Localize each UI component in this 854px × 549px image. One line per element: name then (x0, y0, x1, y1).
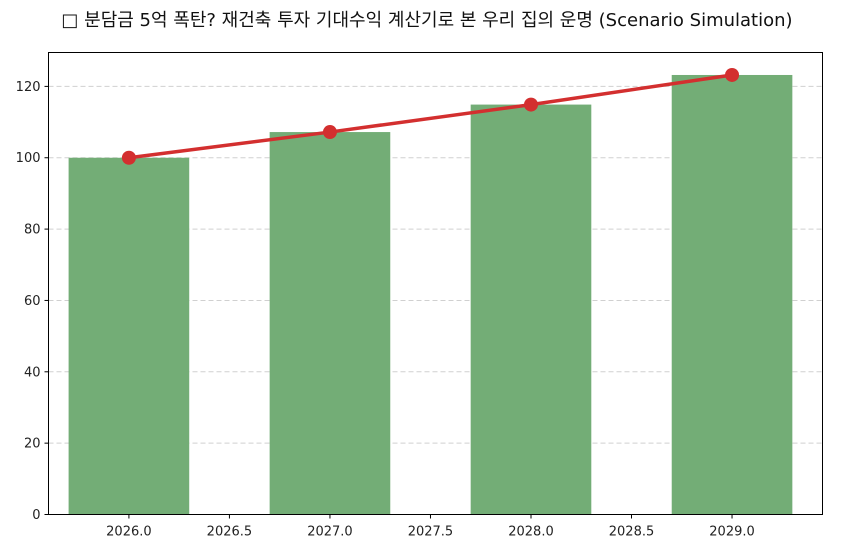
x-tick-label: 2026.5 (207, 525, 253, 540)
line-series (121, 67, 740, 165)
chart-title: □ 분담금 5억 폭탄? 재건축 투자 기대수익 계산기로 본 우리 집의 운명… (61, 10, 793, 31)
y-tick-label: 100 (16, 151, 41, 166)
y-tick-label: 0 (32, 508, 40, 523)
bar (671, 74, 793, 515)
x-tick-label: 2028.0 (508, 525, 554, 540)
line-marker (725, 67, 740, 82)
x-tick-label: 2029.0 (709, 525, 755, 540)
y-tick-label: 120 (16, 80, 41, 95)
line-marker (523, 97, 538, 112)
x-tick-label: 2026.0 (106, 525, 152, 540)
bar-series (68, 74, 793, 515)
y-tick-label: 20 (24, 437, 41, 452)
y-tick-label: 40 (24, 365, 41, 380)
bar (470, 104, 592, 515)
line-marker (322, 125, 337, 140)
x-tick-label: 2028.5 (609, 525, 655, 540)
bar (68, 157, 190, 515)
y-axis: 0 20 40 60 80 100 120 (16, 80, 49, 523)
bar (269, 132, 391, 515)
y-tick-label: 80 (24, 223, 41, 238)
line-path (128, 73, 733, 160)
y-tick-label: 60 (24, 294, 41, 309)
plot-frame (48, 52, 823, 515)
x-axis: 2026.0 2026.5 2027.0 2027.5 2028.0 2028.5 2029… (106, 514, 755, 540)
x-tick-label: 2027.0 (307, 525, 353, 540)
line-marker (121, 150, 136, 165)
x-tick-label: 2027.5 (408, 525, 454, 540)
